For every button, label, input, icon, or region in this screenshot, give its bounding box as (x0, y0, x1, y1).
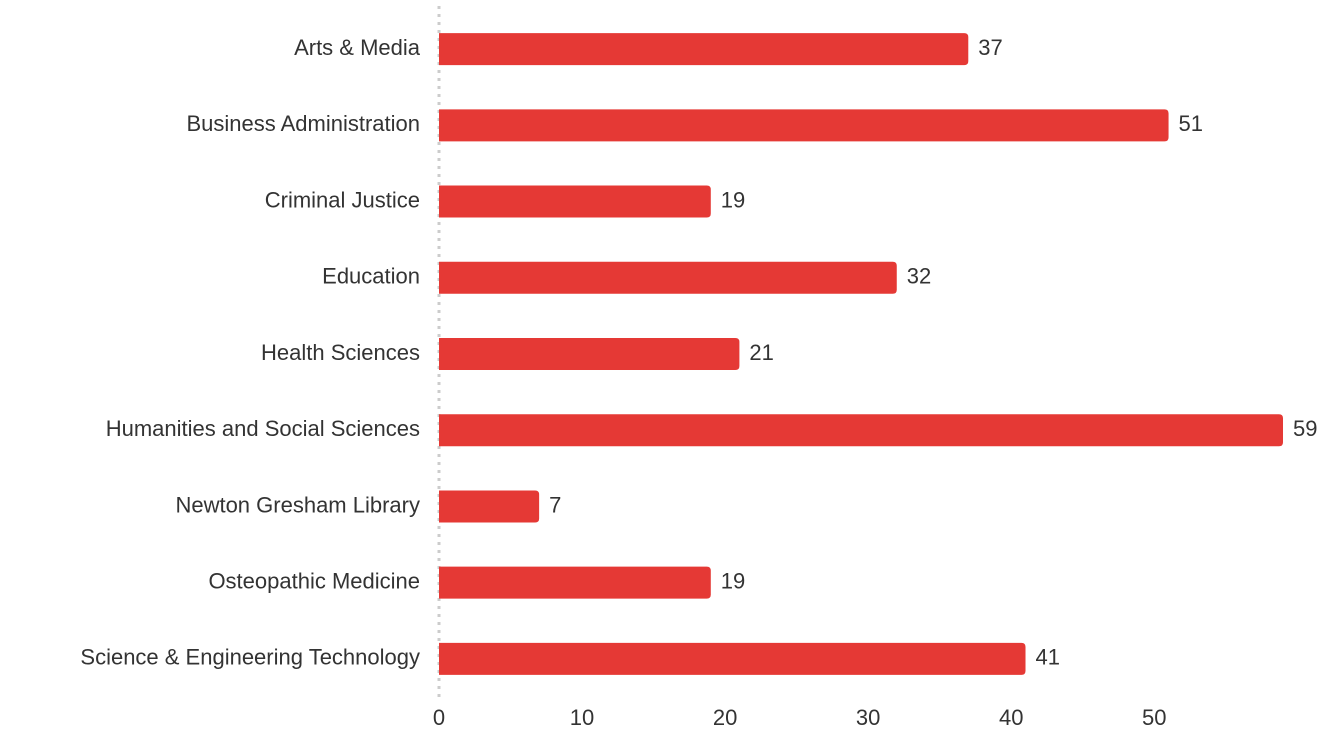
bar (439, 414, 1283, 447)
data-label: 7 (549, 492, 561, 517)
bar (439, 261, 897, 294)
y-tick-label: Health Sciences (261, 340, 420, 365)
data-label: 21 (749, 340, 773, 365)
data-label: 51 (1179, 111, 1203, 136)
x-tick-label: 10 (570, 705, 594, 730)
bar (439, 566, 711, 599)
bar (439, 490, 540, 523)
data-label: 41 (1036, 645, 1060, 670)
x-tick-label: 30 (856, 705, 880, 730)
data-label: 19 (721, 187, 745, 212)
bar (439, 33, 969, 66)
y-tick-label: Education (322, 264, 420, 289)
bar (439, 338, 740, 370)
data-label: 59 (1293, 416, 1317, 441)
data-label: 37 (978, 35, 1002, 60)
y-tick-label: Science & Engineering Technology (80, 645, 420, 670)
data-label: 32 (907, 264, 931, 289)
y-tick-label: Arts & Media (294, 35, 421, 60)
y-tick-label: Humanities and Social Sciences (106, 416, 420, 441)
bar (439, 109, 1169, 142)
y-tick-label: Osteopathic Medicine (208, 568, 420, 593)
y-tick-label: Newton Gresham Library (175, 492, 420, 517)
x-tick-label: 40 (999, 705, 1023, 730)
bar (439, 185, 711, 218)
x-tick-label: 0 (433, 705, 445, 730)
data-label: 19 (721, 568, 745, 593)
y-tick-label: Business Administration (186, 111, 420, 136)
y-tick-label: Criminal Justice (265, 187, 420, 212)
x-tick-label: 20 (713, 705, 737, 730)
bar (439, 642, 1026, 675)
x-tick-label: 50 (1142, 705, 1166, 730)
